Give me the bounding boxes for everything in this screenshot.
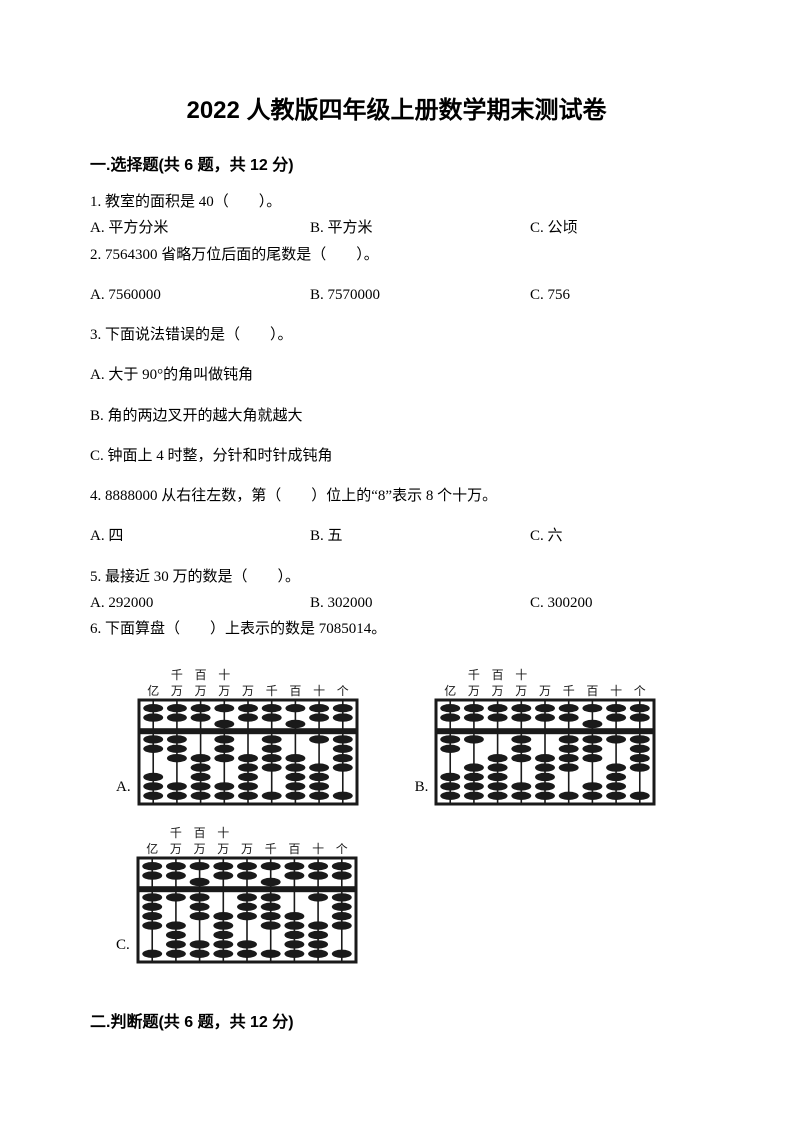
svg-text:十: 十	[217, 826, 229, 840]
q2-options: A. 7560000 B. 7570000 C. 756	[90, 282, 703, 308]
svg-text:十: 十	[218, 668, 230, 682]
q4-text: 4. 8888000 从右往左数，第（ ）位上的“8”表示 8 个十万。	[90, 483, 703, 509]
abacus-icon-c: 千百十亿万万万万千百十个	[136, 824, 358, 964]
svg-text:百: 百	[587, 684, 599, 698]
q6-option-a: A. 千百十亿万万万万千百十个	[116, 666, 359, 806]
q2-opt-c: C. 756	[530, 282, 690, 308]
q5-opt-b: B. 302000	[310, 590, 530, 616]
svg-text:亿: 亿	[146, 841, 158, 856]
q4-options: A. 四 B. 五 C. 六	[90, 523, 703, 549]
svg-text:千: 千	[468, 668, 480, 682]
svg-text:亿: 亿	[147, 683, 159, 698]
q2-opt-b: B. 7570000	[310, 282, 530, 308]
svg-text:十: 十	[516, 668, 528, 682]
svg-text:千: 千	[170, 668, 182, 682]
q5-options: A. 292000 B. 302000 C. 300200	[90, 590, 703, 616]
svg-text:万: 万	[516, 684, 528, 698]
q6-option-c: C. 千百十亿万万万万千百十个	[116, 824, 358, 964]
svg-text:万: 万	[217, 842, 229, 856]
q2-opt-a: A. 7560000	[90, 282, 310, 308]
q3-opt-c: C. 钟面上 4 时整，分针和时针成钝角	[90, 443, 703, 469]
q1-opt-a: A. 平方分米	[90, 215, 310, 241]
q2-text: 2. 7564300 省略万位后面的尾数是（ ）。	[90, 242, 703, 268]
section2-header: 二.判断题(共 6 题，共 12 分)	[90, 1008, 703, 1032]
svg-text:十: 十	[610, 684, 622, 698]
svg-text:万: 万	[194, 684, 206, 698]
svg-text:个: 个	[336, 684, 348, 698]
svg-text:千: 千	[265, 684, 277, 698]
svg-text:个: 个	[336, 842, 348, 856]
q4-opt-b: B. 五	[310, 523, 530, 549]
abacus-icon-b: 千百十亿万万万万千百十个	[434, 666, 656, 806]
svg-text:万: 万	[468, 684, 480, 698]
svg-text:千: 千	[264, 842, 276, 856]
svg-text:百: 百	[194, 668, 206, 682]
svg-text:个: 个	[634, 684, 646, 698]
q6-text: 6. 下面算盘（ ）上表示的数是 7085014。	[90, 616, 703, 642]
q6-opt-c-label: C.	[116, 937, 130, 954]
q1-text: 1. 教室的面积是 40（ ）。	[90, 189, 703, 215]
svg-text:千: 千	[563, 684, 575, 698]
q3-opt-a: A. 大于 90°的角叫做钝角	[90, 362, 703, 388]
q5-opt-a: A. 292000	[90, 590, 310, 616]
svg-text:百: 百	[492, 668, 504, 682]
q6-opt-b-label: B.	[415, 779, 429, 796]
q1-opt-b: B. 平方米	[310, 215, 530, 241]
q5-text: 5. 最接近 30 万的数是（ ）。	[90, 564, 703, 590]
svg-text:万: 万	[218, 684, 230, 698]
svg-text:百: 百	[289, 684, 301, 698]
q1-options: A. 平方分米 B. 平方米 C. 公顷	[90, 215, 703, 241]
svg-text:万: 万	[492, 684, 504, 698]
svg-text:万: 万	[170, 684, 182, 698]
svg-text:万: 万	[170, 842, 182, 856]
svg-text:百: 百	[288, 842, 300, 856]
q4-opt-c: C. 六	[530, 523, 690, 549]
svg-text:万: 万	[242, 684, 254, 698]
svg-text:万: 万	[241, 842, 253, 856]
q5-opt-c: C. 300200	[530, 590, 690, 616]
section1-header: 一.选择题(共 6 题，共 12 分)	[90, 151, 703, 175]
q4-opt-a: A. 四	[90, 523, 310, 549]
svg-text:十: 十	[313, 684, 325, 698]
svg-text:万: 万	[539, 684, 551, 698]
q6-option-b: B. 千百十亿万万万万千百十个	[415, 666, 657, 806]
q1-opt-c: C. 公顷	[530, 215, 690, 241]
svg-text:千: 千	[170, 826, 182, 840]
abacus-icon-a: 千百十亿万万万万千百十个	[137, 666, 359, 806]
svg-text:十: 十	[312, 842, 324, 856]
svg-text:万: 万	[193, 842, 205, 856]
svg-text:百: 百	[193, 826, 205, 840]
q3-opt-b: B. 角的两边叉开的越大角就越大	[90, 403, 703, 429]
q6-opt-a-label: A.	[116, 779, 131, 796]
page-title: 2022 人教版四年级上册数学期末测试卷	[90, 90, 703, 125]
q3-text: 3. 下面说法错误的是（ ）。	[90, 322, 703, 348]
svg-text:亿: 亿	[445, 683, 457, 698]
